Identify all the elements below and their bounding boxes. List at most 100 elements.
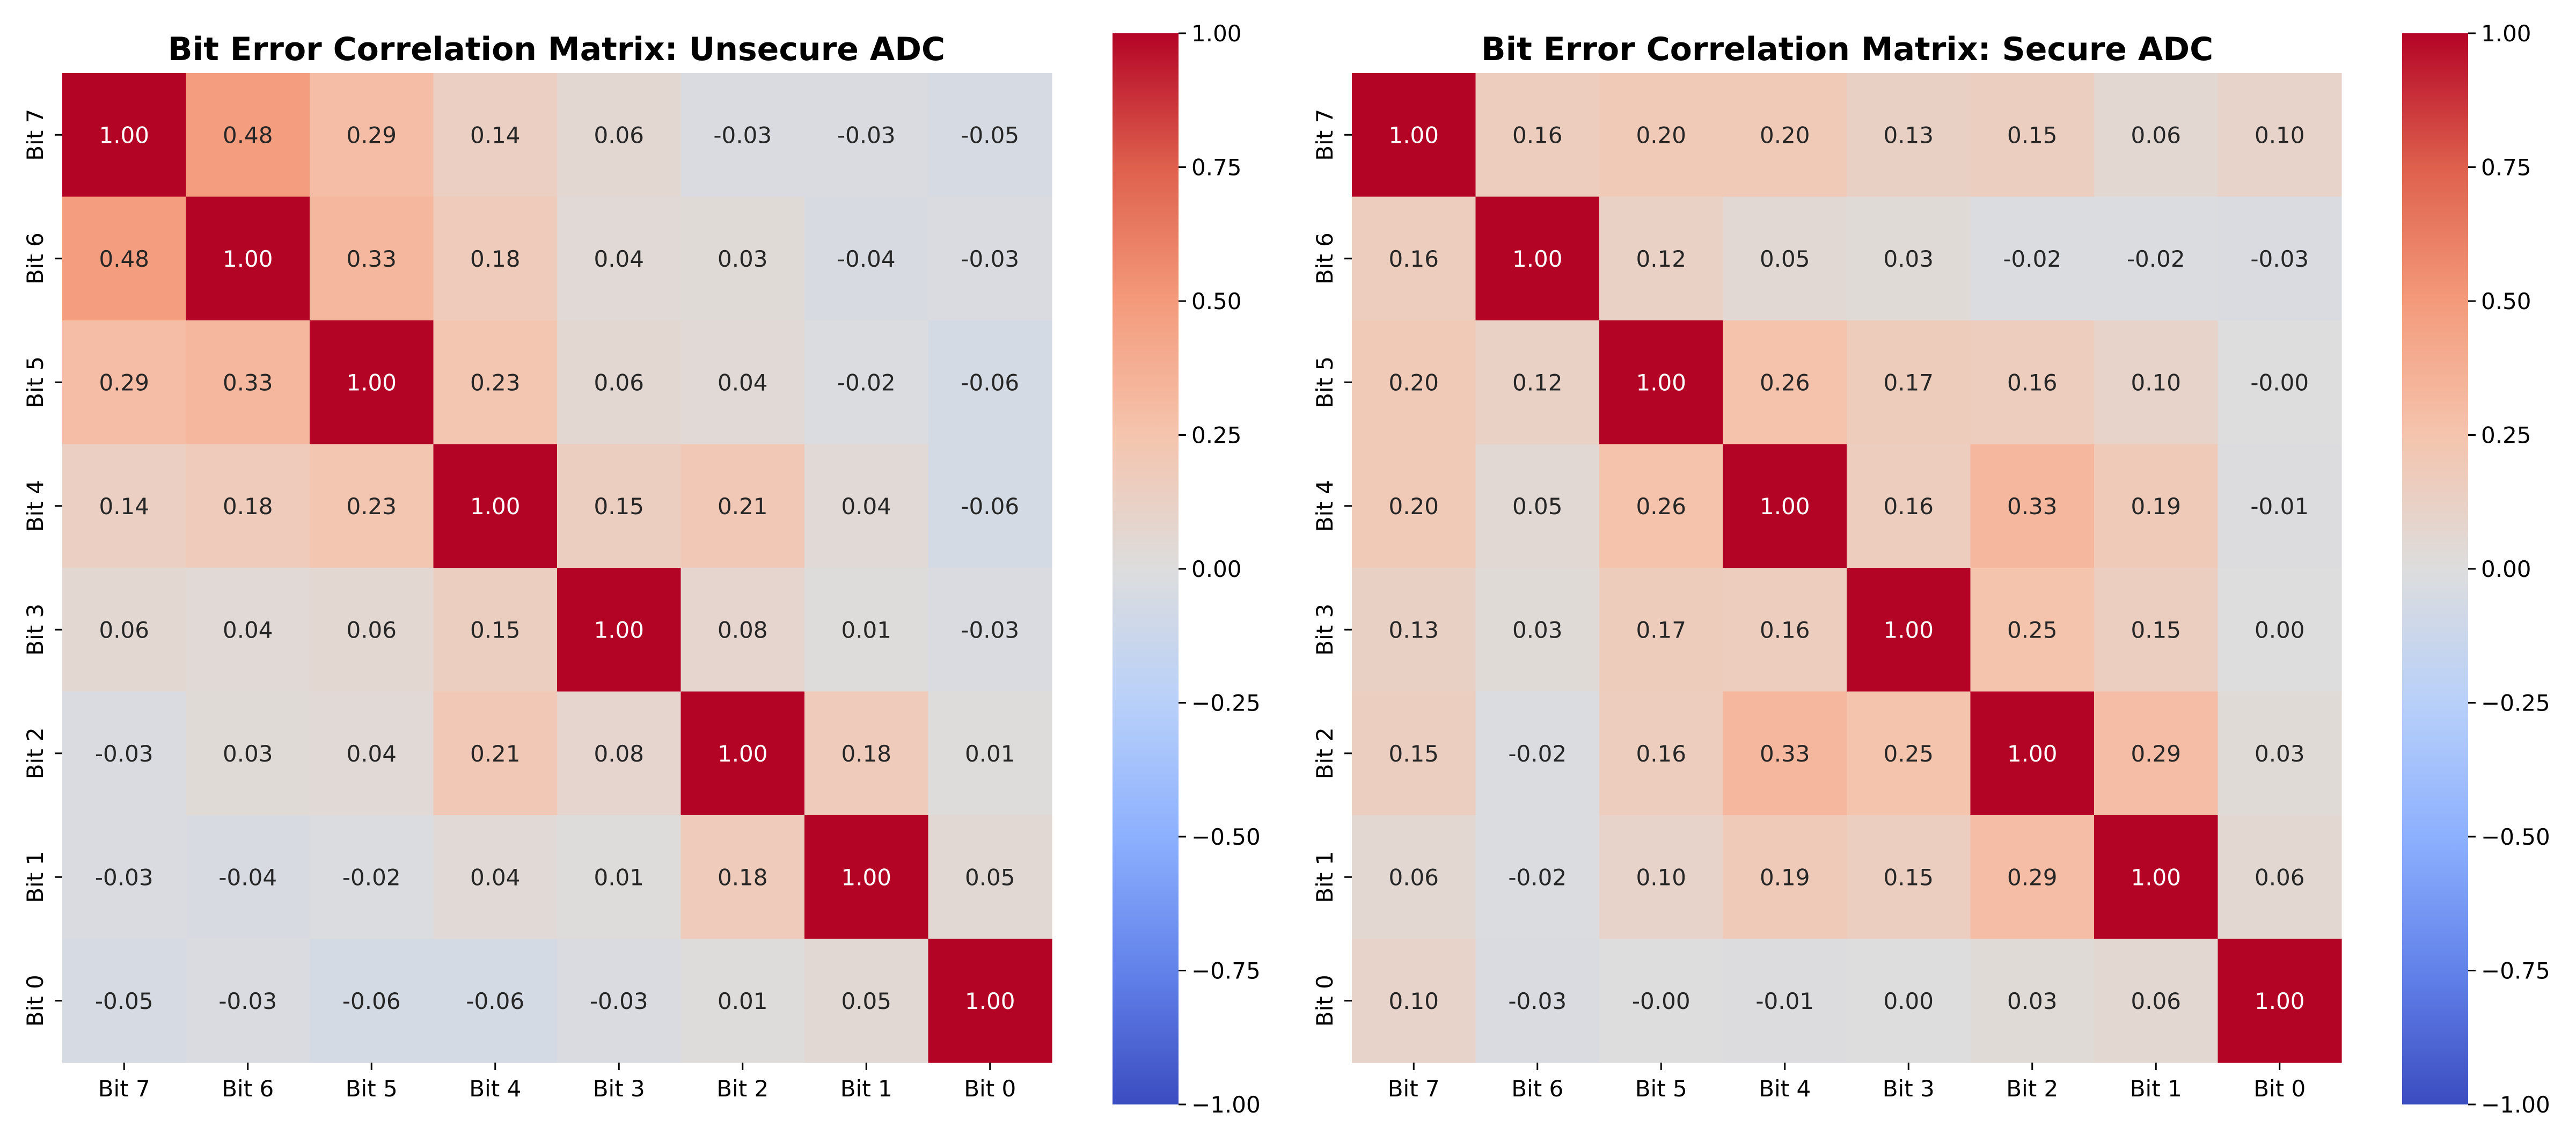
cell-annotation: 0.17 [1883, 369, 1934, 396]
y-tick-label: Bit 1 [22, 851, 48, 903]
heatmap-cell [557, 691, 682, 816]
cell-annotation: 1.00 [2131, 864, 2181, 890]
cell-annotation: 0.18 [470, 246, 521, 272]
cell-annotation: 0.29 [346, 122, 397, 148]
cell-annotation: 0.06 [1388, 864, 1439, 890]
heatmap-cell [2218, 815, 2342, 940]
heatmap-cell [433, 73, 558, 197]
heatmap-cell [186, 73, 310, 197]
cell-annotations: 1.00 0.16 0.20 0.20 0.13 0.15 0.06 0.10 0.16 1.00… [1388, 122, 2309, 1014]
heatmap-cell [1475, 444, 1600, 568]
heatmap-cell [804, 320, 929, 445]
heatmap-cell [186, 815, 310, 940]
cell-annotation: -0.02 [2003, 246, 2061, 272]
heatmap-cell [1847, 568, 1971, 692]
colorbar: 1.00 0.75 0.50 0.25 0.00 −0.25 −0.50 −0.75 −1.00 [1113, 20, 1261, 1118]
chart-title: Bit Error Correlation Matrix: Secure ADC [1481, 31, 2213, 68]
y-tick-label: Bit 5 [1312, 356, 1338, 408]
colorbar-tick-label: 0.00 [1191, 556, 1242, 582]
heatmap-cell [928, 320, 1052, 445]
colorbar-tick-label: −0.25 [2481, 690, 2550, 716]
cell-annotation: 0.06 [2255, 864, 2305, 890]
x-tick-labels: Bit 7 Bit 6 Bit 5 Bit 4 Bit 3 Bit 2 Bit 1 Bit 0 [1388, 1063, 2306, 1102]
colorbar-tick-label: 0.00 [2481, 556, 2531, 582]
cell-annotation: 0.48 [223, 122, 273, 148]
heatmap-cell [186, 939, 310, 1063]
heatmap-cell [804, 815, 929, 940]
x-tick-label: Bit 2 [2006, 1075, 2058, 1102]
colorbar-tick-label: 0.25 [2481, 422, 2531, 449]
colorbar-tick-label: 1.00 [1191, 20, 1242, 47]
cell-annotation: 1.00 [346, 369, 397, 396]
cell-annotation: -0.03 [218, 988, 277, 1014]
cell-annotation: 1.00 [1760, 493, 1810, 519]
heatmap-cell [1847, 691, 1971, 816]
cell-annotation: 0.18 [223, 493, 273, 519]
heatmap-cell [928, 568, 1052, 692]
cell-annotation: 0.20 [1388, 369, 1439, 396]
x-tick-label: Bit 3 [593, 1075, 645, 1102]
colorbar-tick-label: 1.00 [2481, 20, 2531, 47]
cell-annotation: -0.03 [95, 741, 153, 767]
cell-annotation: -0.02 [2127, 246, 2185, 272]
heatmap-cell [2218, 320, 2342, 445]
heatmap-cell [1847, 815, 1971, 940]
cell-annotation: 0.15 [594, 493, 644, 519]
heatmap-cell [2218, 196, 2342, 321]
heatmap-cell [1352, 73, 1476, 197]
cell-annotation: 0.13 [1883, 122, 1934, 148]
cell-annotation: -0.05 [961, 122, 1019, 148]
cell-annotation: 0.06 [99, 617, 149, 643]
heatmap-cell [310, 320, 434, 445]
heatmap-cell [1352, 691, 1476, 816]
cell-annotation: -0.03 [1508, 988, 1567, 1014]
heatmap-cell [2218, 444, 2342, 568]
heatmap-cell [2094, 320, 2219, 445]
heatmap-cell [680, 320, 805, 445]
y-tick-label: Bit 3 [22, 604, 48, 656]
cell-annotation: -0.01 [2250, 493, 2309, 519]
cell-annotation: 0.15 [2131, 617, 2181, 643]
heatmap-cell [62, 196, 187, 321]
heatmap-cell [62, 568, 187, 692]
heatmap-cell [557, 320, 682, 445]
cell-annotation: 0.00 [2255, 617, 2305, 643]
heatmap-cell [928, 73, 1052, 197]
cell-annotation: 0.21 [718, 493, 768, 519]
y-tick-label: Bit 1 [1312, 851, 1338, 903]
cell-annotation: 1.00 [1636, 369, 1686, 396]
heatmap-cell [1352, 815, 1476, 940]
heatmap-cell [62, 691, 187, 816]
chart-title: Bit Error Correlation Matrix: Unsecure A… [168, 31, 945, 68]
colorbar-gradient [2402, 33, 2468, 1104]
colorbar-gradient [1113, 33, 1179, 1104]
cell-annotation: 0.25 [1883, 741, 1934, 767]
cell-annotation: 0.25 [2007, 617, 2058, 643]
cell-annotation: 0.16 [2007, 369, 2058, 396]
cell-annotation: 0.16 [1636, 741, 1686, 767]
cell-annotation: 0.03 [2007, 988, 2058, 1014]
cell-annotation: 0.03 [2255, 741, 2305, 767]
cell-annotation: 1.00 [718, 741, 768, 767]
cell-annotation: 0.16 [1388, 246, 1439, 272]
x-tick-label: Bit 2 [716, 1075, 769, 1102]
heatmap-cell [1475, 939, 1600, 1063]
cell-annotation: 0.14 [99, 493, 149, 519]
colorbar-tick-label: 0.25 [1191, 422, 1242, 449]
cell-annotation: -0.05 [95, 988, 153, 1014]
cell-annotation: 0.06 [2131, 122, 2181, 148]
cell-annotation: 0.10 [2131, 369, 2181, 396]
cell-annotation: 0.06 [594, 122, 644, 148]
cell-annotation: -0.03 [837, 122, 896, 148]
cell-annotation: 1.00 [1883, 617, 1934, 643]
x-tick-label: Bit 6 [222, 1075, 274, 1102]
cell-annotation: 0.08 [594, 741, 644, 767]
cell-annotation: 0.05 [965, 864, 1015, 890]
cell-annotation: 1.00 [1512, 246, 1563, 272]
cell-annotation: 0.04 [718, 369, 768, 396]
heatmap-cell [310, 939, 434, 1063]
heatmap-cell [433, 939, 558, 1063]
cell-annotation: -0.02 [837, 369, 896, 396]
heatmap-cell [1970, 815, 2095, 940]
